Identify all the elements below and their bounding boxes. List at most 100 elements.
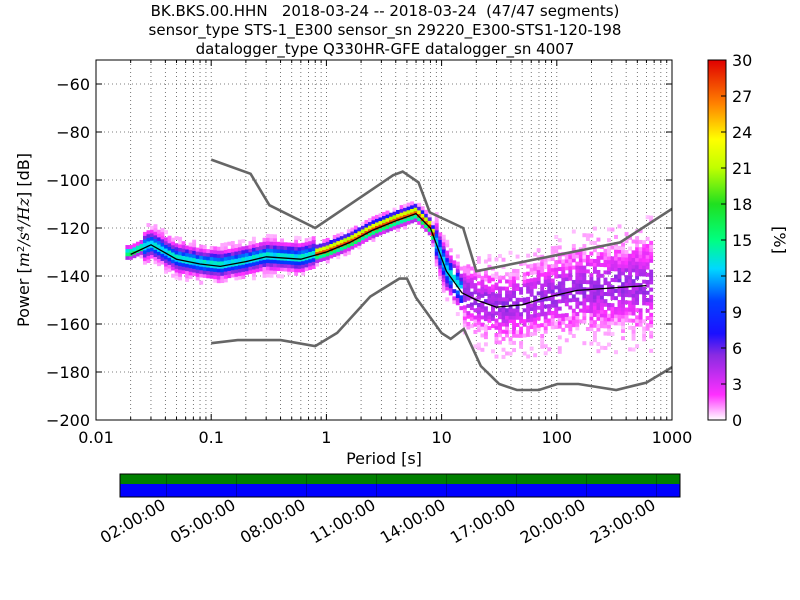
heatmap-cell bbox=[533, 266, 538, 271]
heatmap-cell bbox=[522, 283, 527, 288]
heatmap-cell bbox=[642, 268, 647, 273]
heatmap-cell bbox=[571, 258, 576, 263]
heatmap-cell bbox=[227, 266, 232, 271]
heatmap-cell bbox=[543, 293, 548, 298]
heatmap-cell bbox=[582, 258, 587, 263]
heatmap-cell bbox=[167, 246, 172, 251]
heatmap-cell bbox=[561, 317, 566, 322]
heatmap-cell bbox=[367, 236, 372, 241]
heatmap-cell bbox=[540, 287, 545, 292]
heatmap-cell bbox=[596, 305, 601, 310]
heatmap-cell bbox=[441, 256, 446, 261]
heatmap-cell bbox=[367, 232, 372, 237]
heatmap-cell bbox=[483, 288, 488, 293]
heatmap-cell bbox=[220, 246, 225, 251]
heatmap-cell bbox=[491, 295, 495, 300]
heatmap-cell bbox=[202, 266, 207, 271]
heatmap-cell bbox=[157, 258, 161, 263]
heatmap-cell bbox=[522, 297, 527, 302]
heatmap-cell bbox=[237, 257, 242, 262]
heatmap-cell bbox=[624, 282, 629, 287]
heatmap-cell bbox=[469, 313, 474, 318]
heatmap-cell bbox=[585, 294, 590, 299]
heatmap-cell bbox=[554, 249, 559, 254]
heatmap-cell bbox=[142, 231, 147, 236]
grid bbox=[96, 60, 672, 420]
heatmap-cell bbox=[385, 210, 390, 215]
heatmap-cell bbox=[649, 330, 654, 335]
heatmap-cell bbox=[185, 274, 190, 279]
heatmap-cell bbox=[543, 329, 548, 334]
heatmap-cell bbox=[589, 273, 594, 278]
heatmap-cell bbox=[635, 272, 640, 277]
heatmap-cell bbox=[181, 244, 186, 249]
heatmap-cell bbox=[469, 280, 474, 285]
heatmap-cell bbox=[631, 336, 636, 341]
heatmap-cell bbox=[234, 276, 239, 281]
heatmap-cell bbox=[378, 224, 383, 229]
heatmap-cell bbox=[336, 240, 341, 245]
heatmap-cell bbox=[596, 269, 601, 274]
heatmap-cell bbox=[230, 244, 235, 249]
heatmap-cell bbox=[621, 264, 625, 269]
heatmap-cell bbox=[547, 318, 552, 323]
heatmap-cell bbox=[649, 240, 654, 245]
heatmap-cell bbox=[582, 301, 587, 306]
heatmap-cell bbox=[571, 247, 576, 252]
colorbar-tick-label: 30 bbox=[732, 51, 752, 70]
heatmap-cell bbox=[301, 267, 306, 272]
heatmap-cell bbox=[589, 309, 594, 314]
heatmap-cell bbox=[178, 254, 183, 259]
heatmap-cell bbox=[248, 262, 253, 267]
heatmap-cell bbox=[526, 332, 531, 337]
heatmap-cell bbox=[469, 316, 474, 321]
heatmap-cell bbox=[512, 348, 517, 353]
heatmap-cell bbox=[529, 346, 534, 351]
heatmap-cell bbox=[459, 298, 464, 303]
heatmap-cell bbox=[529, 321, 534, 326]
heatmap-cell bbox=[628, 304, 633, 309]
heatmap-cell bbox=[476, 295, 481, 300]
heatmap-cell bbox=[501, 322, 506, 327]
heatmap-cell bbox=[533, 263, 538, 268]
heatmap-cell bbox=[452, 289, 457, 294]
heatmap-cell bbox=[512, 326, 517, 331]
heatmap-cell bbox=[589, 312, 594, 317]
heatmap-cell bbox=[269, 252, 274, 257]
heatmap-cell bbox=[164, 230, 168, 235]
heatmap-cell bbox=[142, 242, 147, 247]
heatmap-cell bbox=[589, 298, 594, 303]
heatmap-cell bbox=[434, 226, 439, 231]
heatmap-cell bbox=[473, 329, 478, 334]
heatmap-cell bbox=[157, 236, 161, 241]
heatmap-cell bbox=[476, 292, 481, 297]
heatmap-cell bbox=[420, 209, 425, 214]
heatmap-cell bbox=[589, 341, 594, 346]
heatmap-cell bbox=[290, 253, 295, 258]
heatmap-cell bbox=[367, 225, 372, 230]
heatmap-cell bbox=[621, 336, 625, 341]
heatmap-cell bbox=[195, 258, 200, 263]
heatmap-cell bbox=[543, 351, 548, 356]
heatmap-cell bbox=[139, 240, 144, 245]
heatmap-cell bbox=[262, 245, 267, 250]
heatmap-cell bbox=[396, 213, 401, 218]
heatmap-cell bbox=[448, 287, 453, 292]
heatmap-cell bbox=[304, 245, 309, 250]
heatmap-cell bbox=[353, 236, 358, 241]
heatmap-cell bbox=[216, 271, 221, 276]
heatmap-cell bbox=[557, 313, 562, 318]
heatmap-cell bbox=[617, 303, 622, 308]
heatmap-cell bbox=[469, 266, 474, 271]
heatmap-cell bbox=[199, 280, 204, 285]
heatmap-cell bbox=[519, 341, 524, 346]
heatmap-cell bbox=[280, 274, 284, 279]
heatmap-cell bbox=[223, 267, 228, 272]
heatmap-cell bbox=[360, 232, 365, 237]
heatmap-cell bbox=[561, 320, 566, 325]
heatmap-cell bbox=[473, 322, 478, 327]
heatmap-cell bbox=[195, 269, 200, 274]
heatmap-cell bbox=[431, 235, 436, 240]
heatmap-cell bbox=[540, 323, 545, 328]
heatmap-cell bbox=[445, 254, 450, 259]
